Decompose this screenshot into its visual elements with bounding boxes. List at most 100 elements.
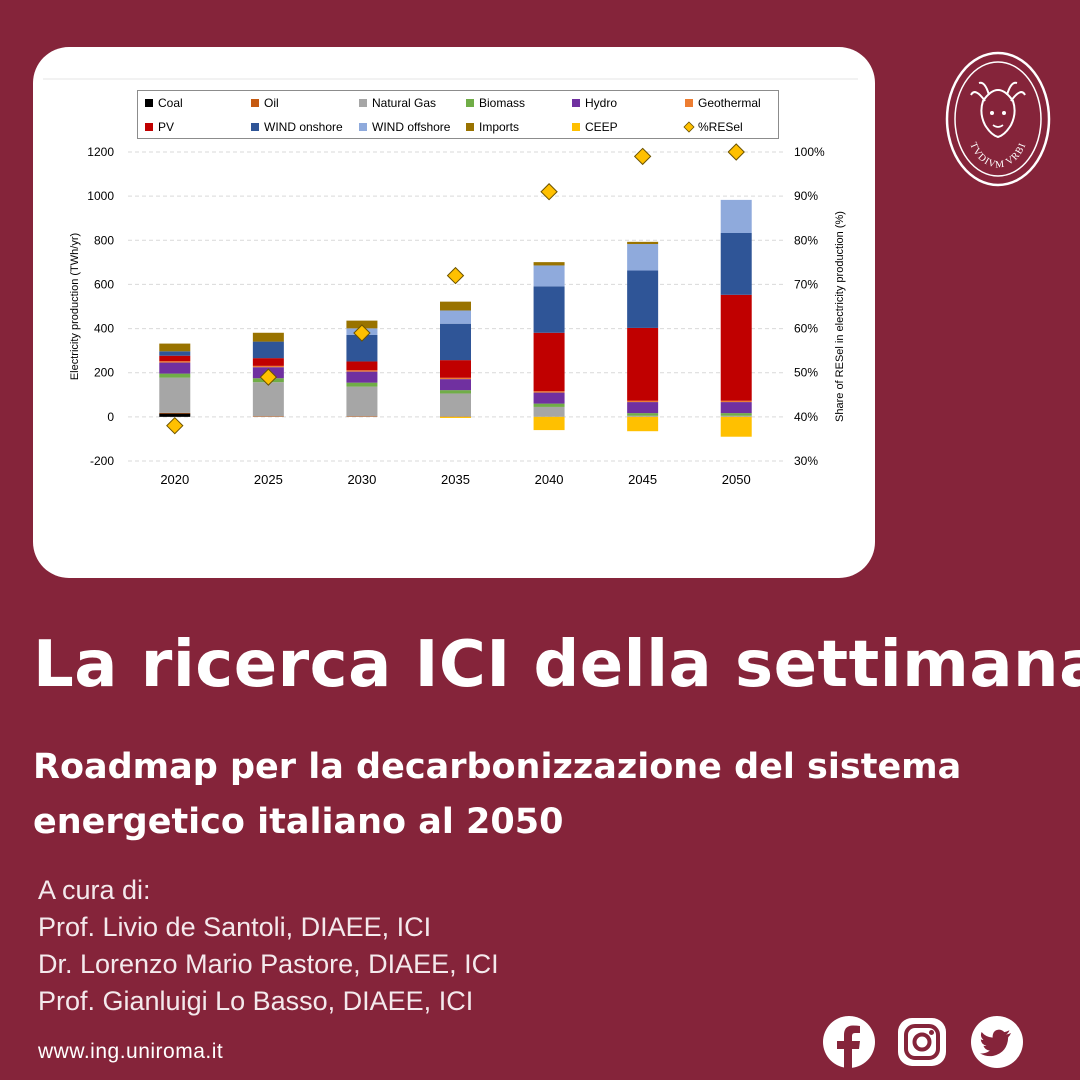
y2-tick-label: 70% bbox=[794, 277, 818, 291]
facebook-icon bbox=[823, 1016, 875, 1069]
bar-wind-offshore bbox=[627, 244, 659, 271]
bar-pv bbox=[440, 360, 471, 378]
legend-label: Oil bbox=[264, 96, 279, 110]
bar-wind-onshore bbox=[159, 351, 191, 356]
legend-label: Imports bbox=[479, 120, 519, 134]
facebook-button[interactable] bbox=[822, 1015, 876, 1069]
legend-label: Hydro bbox=[585, 96, 617, 110]
bar-hydro bbox=[440, 379, 471, 391]
y2-tick-label: 60% bbox=[794, 322, 818, 336]
bar-wind-offshore bbox=[720, 199, 752, 234]
bar-wind-offshore bbox=[440, 310, 471, 324]
bar-biomass bbox=[159, 373, 191, 378]
bar-hydro bbox=[720, 402, 752, 414]
y2-axis-label: Share of RESel in electricity production… bbox=[834, 211, 846, 422]
bar-ceep bbox=[627, 416, 659, 432]
x-tick-label: 2050 bbox=[722, 472, 751, 487]
bar-wind-onshore bbox=[440, 323, 471, 361]
bar-ceep bbox=[720, 416, 752, 437]
twitter-button[interactable] bbox=[970, 1015, 1024, 1069]
bar-hydro bbox=[346, 371, 378, 383]
legend-swatch bbox=[685, 99, 693, 107]
bar-ceep bbox=[533, 416, 565, 431]
bar-geothermal bbox=[346, 370, 378, 372]
author-item: Prof. Livio de Santoli, DIAEE, ICI bbox=[38, 912, 432, 942]
legend-box bbox=[137, 90, 779, 139]
legend-label: %RESel bbox=[698, 120, 743, 134]
y2-tick-label: 30% bbox=[794, 454, 818, 468]
y-tick-label: 0 bbox=[107, 410, 114, 424]
legend-swatch bbox=[572, 123, 580, 131]
bar-geothermal bbox=[252, 365, 284, 368]
author-item: Prof. Gianluigi Lo Basso, DIAEE, ICI bbox=[38, 986, 474, 1016]
bar-geothermal bbox=[533, 391, 565, 393]
bar-wind-onshore bbox=[252, 341, 284, 359]
bar-pv bbox=[252, 358, 284, 366]
legend-label: Natural Gas bbox=[372, 96, 436, 110]
sapienza-seal-icon: STVDIVM VRBIS bbox=[942, 43, 1051, 187]
bar-ceep bbox=[440, 416, 471, 418]
instagram-button[interactable] bbox=[895, 1015, 949, 1069]
resel-point bbox=[259, 368, 278, 386]
y-axis-label: Electricity production (TWh/yr) bbox=[69, 233, 81, 380]
bar-biomass bbox=[440, 390, 471, 394]
x-tick-label: 2035 bbox=[441, 472, 470, 487]
bar-geothermal bbox=[440, 377, 471, 380]
bar-geothermal bbox=[720, 400, 752, 403]
y-tick-label: 400 bbox=[94, 322, 114, 336]
x-tick-label: 2025 bbox=[254, 472, 283, 487]
x-tick-label: 2040 bbox=[535, 472, 564, 487]
bar-natural-gas bbox=[346, 386, 378, 417]
bar-natural-gas bbox=[440, 393, 471, 417]
bar-pv bbox=[533, 332, 565, 392]
resel-point bbox=[166, 416, 184, 435]
bar-imports bbox=[440, 301, 471, 311]
resel-point bbox=[633, 147, 652, 166]
instagram-icon bbox=[898, 1018, 946, 1066]
legend-swatch bbox=[683, 121, 695, 133]
author-item: Dr. Lorenzo Mario Pastore, DIAEE, ICI bbox=[38, 949, 499, 979]
y2-tick-label: 80% bbox=[794, 233, 818, 247]
bar-wind-onshore bbox=[533, 286, 565, 333]
bar-biomass bbox=[627, 413, 659, 416]
resel-point bbox=[446, 266, 465, 285]
legend-label: CEEP bbox=[585, 120, 618, 134]
bar-pv bbox=[346, 361, 378, 371]
page-subtitle: Roadmap per la decarbonizzazione del sis… bbox=[33, 747, 962, 842]
bar-imports bbox=[533, 262, 565, 266]
legend-label: Coal bbox=[158, 96, 183, 110]
page-title: La ricerca ICI della settimana bbox=[33, 628, 1080, 702]
bar-natural-gas bbox=[627, 415, 659, 417]
sapienza-logo: STVDIVM VRBIS bbox=[942, 43, 1051, 187]
credits-heading: A cura di: bbox=[38, 875, 151, 905]
bar-wind-offshore bbox=[533, 265, 565, 287]
resel-point bbox=[353, 324, 371, 342]
chart-card: -200 0 200 400 600 800 1000 1200 30% 40% 50% 60% 70%… bbox=[33, 47, 875, 578]
bar-hydro bbox=[627, 402, 659, 414]
y2-tick-label: 90% bbox=[794, 189, 818, 203]
website-link[interactable]: www.ing.uniroma.it bbox=[38, 1040, 224, 1063]
bar-imports bbox=[159, 343, 191, 352]
bar-hydro bbox=[159, 362, 191, 374]
bar-imports bbox=[627, 241, 659, 245]
legend-label: PV bbox=[158, 120, 174, 134]
resel-point bbox=[540, 183, 558, 201]
bar-biomass bbox=[533, 403, 565, 407]
bar-pv bbox=[159, 355, 191, 362]
bar-geothermal bbox=[159, 361, 191, 363]
bar-imports bbox=[252, 332, 284, 342]
legend-swatch bbox=[251, 99, 259, 107]
x-tick-label: 2030 bbox=[347, 472, 376, 487]
x-tick-label: 2020 bbox=[160, 472, 189, 487]
legend-label: WIND onshore bbox=[264, 120, 343, 134]
electricity-production-chart: -200 0 200 400 600 800 1000 1200 30% 40% 50% 60% 70%… bbox=[43, 78, 858, 487]
legend-swatch bbox=[145, 99, 153, 107]
y2-tick-label: 50% bbox=[794, 366, 818, 380]
y2-tick-label: 100% bbox=[794, 145, 825, 159]
twitter-icon bbox=[971, 1016, 1023, 1068]
bar-natural-gas bbox=[533, 406, 565, 417]
legend-swatch bbox=[145, 123, 153, 131]
resel-point bbox=[727, 143, 745, 161]
bar-natural-gas bbox=[720, 415, 752, 417]
bar-wind-onshore bbox=[720, 233, 752, 295]
